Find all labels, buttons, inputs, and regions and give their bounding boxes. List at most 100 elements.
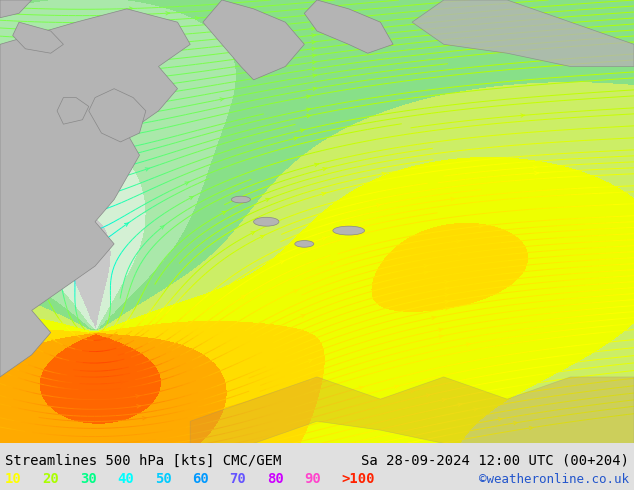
- Polygon shape: [190, 377, 634, 443]
- FancyArrowPatch shape: [137, 405, 141, 408]
- FancyArrowPatch shape: [232, 21, 236, 24]
- FancyArrowPatch shape: [145, 168, 150, 171]
- FancyArrowPatch shape: [51, 259, 53, 263]
- FancyArrowPatch shape: [143, 416, 146, 420]
- FancyArrowPatch shape: [394, 385, 399, 389]
- FancyArrowPatch shape: [533, 166, 537, 169]
- FancyArrowPatch shape: [426, 394, 430, 397]
- FancyArrowPatch shape: [307, 115, 311, 118]
- Text: Streamlines 500 hPa [kts] CMC/GEM: Streamlines 500 hPa [kts] CMC/GEM: [5, 454, 281, 467]
- Text: ©weatheronline.co.uk: ©weatheronline.co.uk: [479, 473, 629, 486]
- FancyArrowPatch shape: [220, 98, 224, 101]
- FancyArrowPatch shape: [120, 381, 124, 384]
- Polygon shape: [412, 0, 634, 67]
- FancyArrowPatch shape: [529, 426, 533, 430]
- FancyArrowPatch shape: [301, 315, 305, 318]
- FancyArrowPatch shape: [451, 197, 455, 201]
- Text: 20: 20: [42, 472, 59, 486]
- Text: 40: 40: [117, 472, 134, 486]
- FancyArrowPatch shape: [444, 280, 449, 284]
- FancyArrowPatch shape: [129, 7, 133, 10]
- FancyArrowPatch shape: [444, 287, 449, 290]
- FancyArrowPatch shape: [321, 193, 326, 196]
- FancyArrowPatch shape: [479, 224, 482, 228]
- Text: 70: 70: [230, 472, 246, 486]
- FancyArrowPatch shape: [166, 12, 170, 15]
- Text: 60: 60: [192, 472, 209, 486]
- FancyArrowPatch shape: [312, 47, 316, 50]
- FancyArrowPatch shape: [458, 252, 462, 256]
- FancyArrowPatch shape: [308, 359, 313, 363]
- Polygon shape: [13, 22, 63, 53]
- FancyArrowPatch shape: [294, 290, 298, 293]
- FancyArrowPatch shape: [313, 87, 317, 91]
- Ellipse shape: [295, 241, 314, 247]
- Polygon shape: [89, 89, 146, 142]
- FancyArrowPatch shape: [251, 231, 256, 235]
- Ellipse shape: [333, 226, 365, 235]
- FancyArrowPatch shape: [521, 114, 525, 117]
- FancyArrowPatch shape: [312, 34, 316, 37]
- FancyArrowPatch shape: [482, 414, 487, 416]
- FancyArrowPatch shape: [445, 294, 449, 297]
- FancyArrowPatch shape: [498, 417, 502, 421]
- FancyArrowPatch shape: [445, 300, 449, 303]
- Text: 80: 80: [267, 472, 283, 486]
- FancyArrowPatch shape: [323, 168, 327, 171]
- FancyArrowPatch shape: [322, 237, 327, 240]
- Text: 30: 30: [80, 472, 96, 486]
- FancyArrowPatch shape: [313, 74, 316, 77]
- FancyArrowPatch shape: [308, 379, 313, 382]
- FancyArrowPatch shape: [195, 17, 199, 20]
- FancyArrowPatch shape: [442, 398, 446, 402]
- FancyArrowPatch shape: [313, 61, 316, 64]
- FancyArrowPatch shape: [410, 390, 415, 393]
- FancyArrowPatch shape: [342, 225, 346, 228]
- FancyArrowPatch shape: [266, 198, 270, 201]
- FancyArrowPatch shape: [124, 222, 129, 226]
- Text: >100: >100: [342, 472, 375, 486]
- FancyArrowPatch shape: [474, 408, 478, 411]
- FancyArrowPatch shape: [439, 335, 443, 338]
- Polygon shape: [304, 0, 393, 53]
- Polygon shape: [0, 0, 32, 18]
- FancyArrowPatch shape: [424, 265, 428, 268]
- FancyArrowPatch shape: [312, 54, 316, 57]
- FancyArrowPatch shape: [136, 394, 139, 398]
- FancyArrowPatch shape: [260, 235, 264, 239]
- FancyArrowPatch shape: [439, 328, 443, 332]
- Text: 10: 10: [5, 472, 22, 486]
- FancyArrowPatch shape: [467, 343, 470, 346]
- Polygon shape: [203, 0, 304, 80]
- FancyArrowPatch shape: [359, 386, 363, 390]
- FancyArrowPatch shape: [222, 211, 226, 215]
- FancyArrowPatch shape: [424, 271, 428, 274]
- FancyArrowPatch shape: [242, 295, 245, 299]
- FancyArrowPatch shape: [534, 172, 538, 175]
- Text: 50: 50: [155, 472, 171, 486]
- FancyArrowPatch shape: [514, 421, 518, 425]
- FancyArrowPatch shape: [160, 225, 165, 229]
- FancyArrowPatch shape: [130, 146, 134, 149]
- FancyArrowPatch shape: [382, 172, 386, 175]
- FancyArrowPatch shape: [445, 307, 449, 310]
- FancyArrowPatch shape: [377, 204, 381, 207]
- FancyArrowPatch shape: [330, 262, 334, 265]
- Ellipse shape: [254, 217, 279, 226]
- FancyArrowPatch shape: [456, 240, 460, 243]
- Text: 90: 90: [304, 472, 321, 486]
- FancyArrowPatch shape: [432, 316, 436, 319]
- FancyArrowPatch shape: [311, 27, 316, 30]
- FancyArrowPatch shape: [312, 41, 316, 44]
- FancyArrowPatch shape: [314, 163, 319, 167]
- Text: Sa 28-09-2024 12:00 UTC (00+204): Sa 28-09-2024 12:00 UTC (00+204): [361, 454, 629, 467]
- FancyArrowPatch shape: [294, 137, 298, 140]
- FancyArrowPatch shape: [280, 261, 284, 264]
- Polygon shape: [57, 98, 89, 124]
- FancyArrowPatch shape: [306, 95, 310, 98]
- FancyArrowPatch shape: [307, 108, 311, 111]
- Polygon shape: [0, 9, 190, 377]
- FancyArrowPatch shape: [268, 24, 272, 28]
- FancyArrowPatch shape: [301, 129, 304, 132]
- FancyArrowPatch shape: [313, 67, 316, 71]
